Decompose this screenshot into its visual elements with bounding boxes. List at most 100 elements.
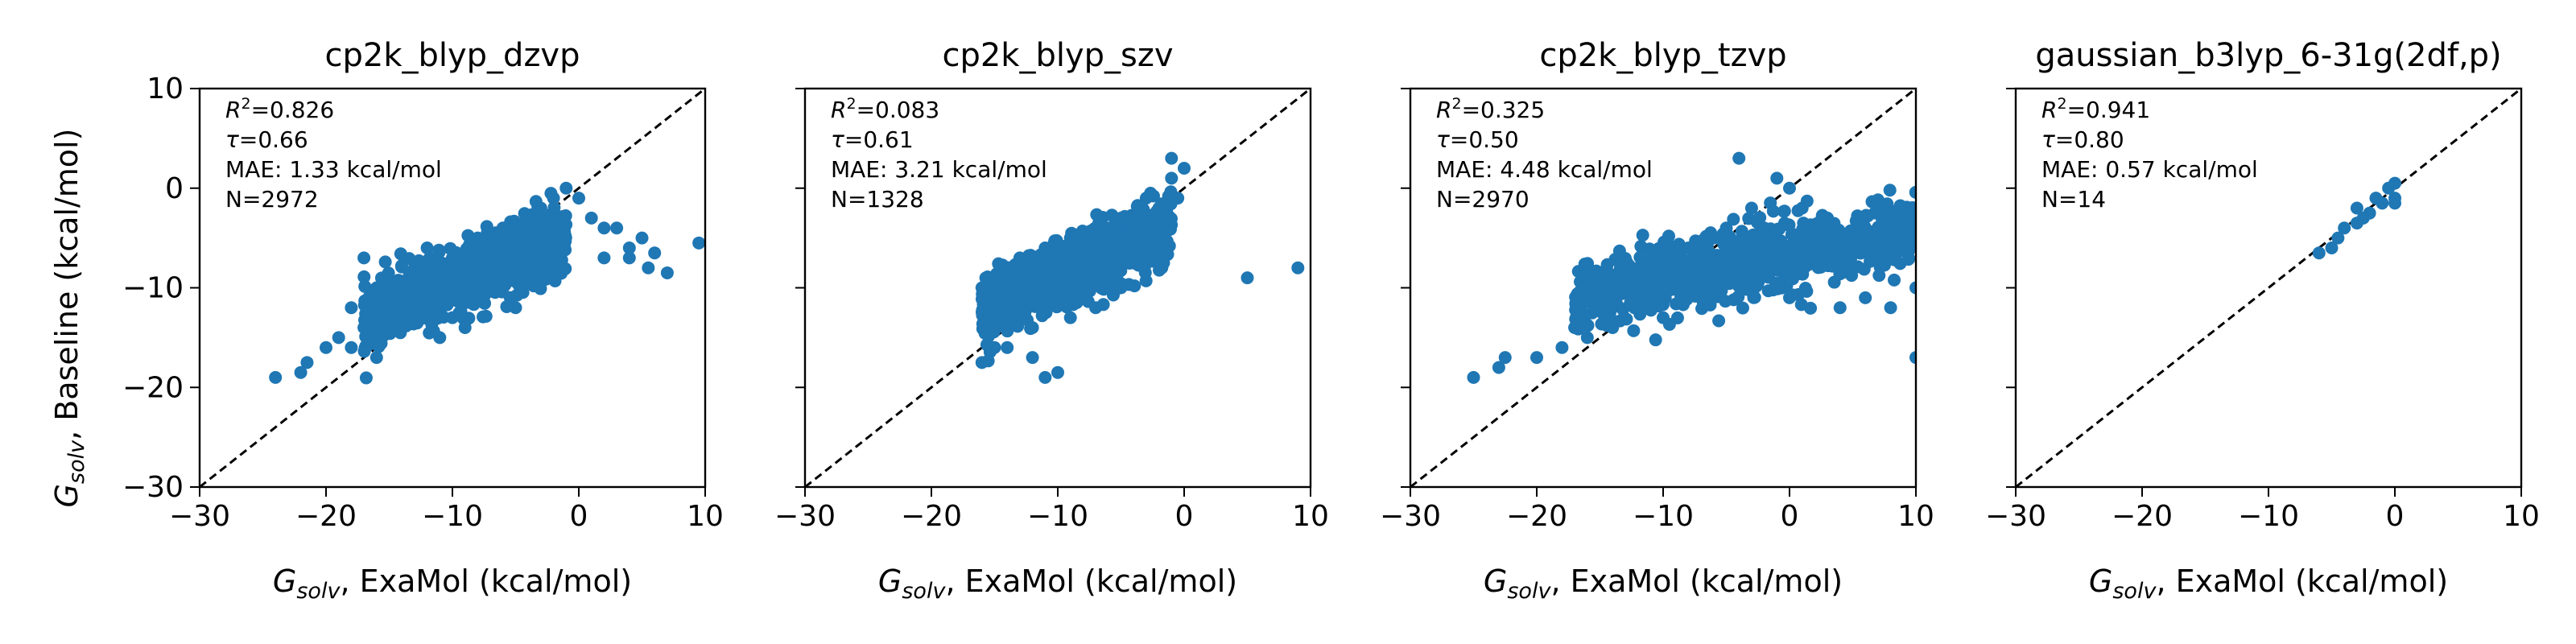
- data-point: [1783, 291, 1796, 304]
- panel-1: cp2k_blyp_dzvp R2=0.826 τ=0.66 MAE: 1.33…: [122, 37, 724, 604]
- data-point: [1753, 211, 1767, 225]
- data-point: [1854, 246, 1868, 260]
- data-point: [394, 325, 407, 339]
- data-point: [1792, 266, 1806, 280]
- data-point: [1770, 171, 1784, 185]
- data-point: [1171, 192, 1185, 205]
- data-point: [1893, 199, 1907, 213]
- data-point: [1868, 206, 1881, 220]
- identity-line: [804, 87, 1311, 489]
- data-point: [1139, 192, 1153, 205]
- identity-line: [1410, 87, 1917, 489]
- data-point: [364, 299, 378, 313]
- data-point: [1657, 261, 1670, 275]
- data-point: [1871, 246, 1885, 260]
- data-point: [477, 310, 490, 324]
- data-point: [1777, 204, 1791, 218]
- y-tick-label: −20: [122, 371, 184, 404]
- data-point: [1569, 303, 1583, 317]
- data-point: [980, 270, 994, 284]
- data-point: [431, 288, 445, 302]
- data-point: [1643, 242, 1657, 256]
- data-point: [610, 221, 624, 235]
- data-point: [1593, 301, 1607, 315]
- x-tick-label: 10: [2503, 500, 2540, 533]
- data-point: [1038, 242, 1052, 254]
- data-point: [371, 328, 385, 341]
- data-point: [1063, 311, 1077, 324]
- data-point: [1847, 236, 1860, 250]
- data-point: [382, 301, 396, 315]
- data-point: [1597, 279, 1611, 292]
- data-point: [395, 311, 409, 324]
- data-point: [1620, 256, 1633, 270]
- data-point: [1748, 277, 1762, 291]
- data-point: [555, 217, 568, 231]
- data-point: [420, 242, 434, 254]
- data-point: [1771, 282, 1785, 295]
- data-point: [2325, 242, 2339, 254]
- data-point: [1144, 251, 1158, 265]
- data-point: [1872, 221, 1885, 234]
- panel-4: gaussian_b3lyp_6-31g(2df,p) R2=0.941 τ=0…: [1985, 37, 2540, 604]
- x-tick-label: −10: [1633, 500, 1694, 533]
- data-point: [1859, 291, 1872, 304]
- r2-stat: R2=0.325: [1436, 95, 1545, 123]
- data-point: [454, 275, 468, 289]
- data-point: [1785, 237, 1799, 251]
- panel-title: cp2k_blyp_dzvp: [324, 37, 580, 74]
- data-point: [1051, 365, 1064, 379]
- data-point: [1757, 261, 1771, 275]
- data-point: [551, 236, 564, 250]
- data-point: [1666, 242, 1680, 256]
- data-point: [1087, 256, 1100, 270]
- x-tick-label: 0: [570, 500, 588, 533]
- data-point: [1846, 261, 1860, 275]
- y-tick-label: −30: [122, 471, 184, 504]
- data-point: [1620, 312, 1633, 326]
- data-point: [1089, 301, 1103, 315]
- x-tick-label: −10: [422, 500, 483, 533]
- data-point: [1101, 242, 1115, 254]
- data-point: [357, 321, 371, 334]
- x-tick-label: 0: [1781, 500, 1799, 533]
- data-point: [407, 301, 421, 315]
- data-point: [1833, 301, 1847, 315]
- data-point: [394, 259, 408, 273]
- data-point: [1035, 309, 1049, 323]
- data-point: [1897, 211, 1910, 225]
- data-point: [1060, 300, 1074, 314]
- data-point: [1778, 217, 1792, 231]
- data-point: [1909, 281, 1916, 295]
- data-point: [1026, 351, 1039, 365]
- data-point: [1732, 151, 1746, 165]
- data-point: [471, 291, 485, 304]
- data-point: [1884, 301, 1897, 315]
- data-point: [509, 251, 522, 265]
- data-point: [1644, 271, 1657, 285]
- r2-stat: R2=0.826: [225, 95, 334, 123]
- data-point: [975, 281, 989, 295]
- data-point: [1779, 275, 1793, 288]
- data-point: [320, 341, 332, 354]
- data-point: [1165, 171, 1179, 185]
- data-point: [506, 228, 520, 242]
- data-point: [1590, 291, 1604, 305]
- x-axis-label: Gsolv, ExaMol (kcal/mol): [878, 564, 1237, 604]
- data-point: [1139, 242, 1153, 254]
- data-point: [534, 271, 547, 285]
- data-point: [357, 251, 371, 265]
- data-point: [1800, 284, 1814, 298]
- data-point: [1627, 324, 1641, 337]
- data-point: [1746, 228, 1760, 242]
- data-point: [420, 281, 434, 295]
- data-point: [2312, 246, 2326, 260]
- tau-stat: τ=0.80: [2041, 126, 2124, 153]
- data-point: [622, 251, 636, 265]
- data-point: [1138, 215, 1152, 229]
- data-point: [533, 224, 547, 237]
- panel-title: cp2k_blyp_tzvp: [1539, 37, 1786, 74]
- y-axis-label: Gsolv, Baseline (kcal/mol): [49, 129, 89, 508]
- data-point: [1555, 341, 1569, 354]
